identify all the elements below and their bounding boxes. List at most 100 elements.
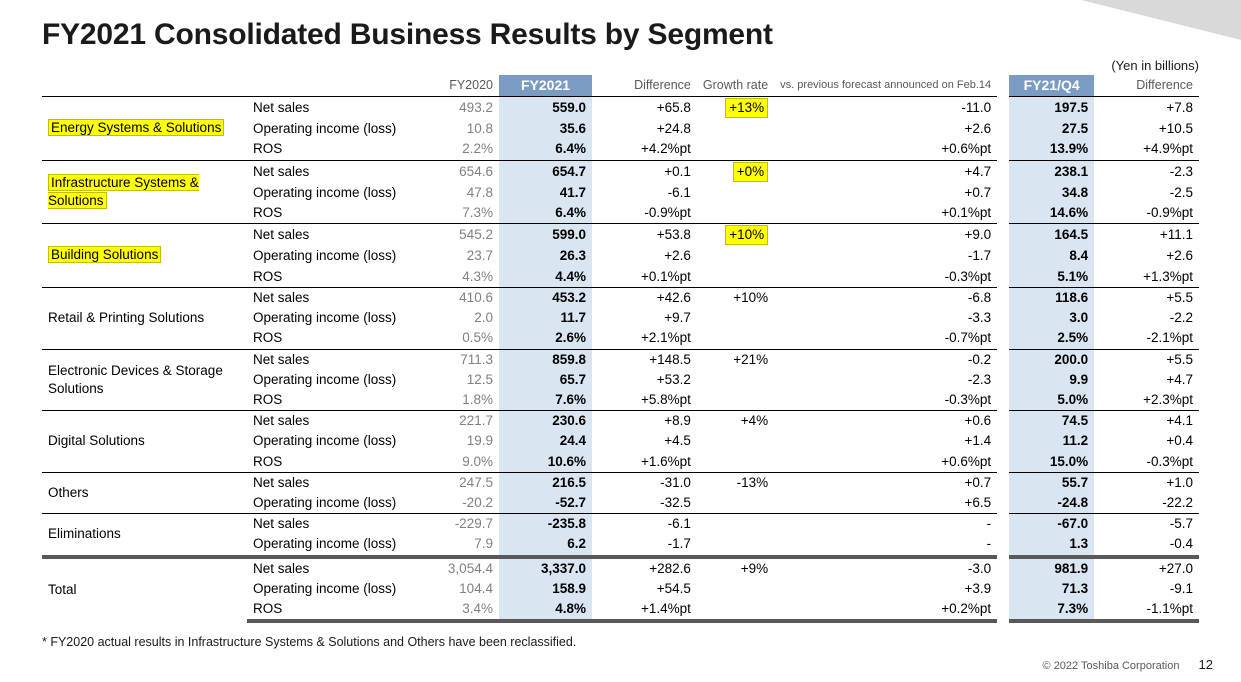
diff-val: +2.1%pt (592, 328, 697, 349)
fy20-val: 493.2 (412, 96, 499, 119)
q4-diff-val: +27.0 (1094, 557, 1199, 579)
diff-val: -1.7 (592, 534, 697, 556)
fy21-val: 216.5 (499, 472, 592, 493)
fy20-val: 545.2 (412, 224, 499, 247)
q4-val: 34.8 (1009, 183, 1094, 203)
fy20-val: 247.5 (412, 472, 499, 493)
diff-val: +4.5 (592, 431, 697, 451)
table-row: Digital SolutionsNet sales221.7230.6+8.9… (42, 411, 1199, 432)
vs-prev-val: +0.2%pt (774, 599, 997, 621)
vs-prev-val: +9.0 (774, 224, 997, 247)
fy21-val: 599.0 (499, 224, 592, 247)
fy21-val: 559.0 (499, 96, 592, 119)
fy20-val: 221.7 (412, 411, 499, 432)
fy21-val: 6.2 (499, 534, 592, 556)
q4-diff-val: +4.9%pt (1094, 139, 1199, 160)
q4-diff-val: -2.2 (1094, 308, 1199, 328)
metric-label: ROS (247, 328, 412, 349)
growth-val (697, 267, 774, 288)
decorative-corner (1081, 0, 1241, 40)
diff-val: +5.8%pt (592, 390, 697, 411)
vs-prev-val: +0.7 (774, 183, 997, 203)
fy21-val: 26.3 (499, 246, 592, 266)
fy21-val: 453.2 (499, 287, 592, 308)
q4-val: 118.6 (1009, 287, 1094, 308)
diff-val: +8.9 (592, 411, 697, 432)
vs-prev-val: -3.3 (774, 308, 997, 328)
vs-prev-val: -0.3%pt (774, 267, 997, 288)
growth-val (697, 203, 774, 224)
diff-val: -32.5 (592, 493, 697, 514)
slide-content: FY2021 Consolidated Business Results by … (0, 0, 1241, 657)
diff-val: +4.2%pt (592, 139, 697, 160)
diff-val: -0.9%pt (592, 203, 697, 224)
q4-diff-val: +1.0 (1094, 472, 1199, 493)
metric-label: Operating income (loss) (247, 493, 412, 514)
footnote: * FY2020 actual results in Infrastructur… (42, 635, 1199, 649)
metric-label: Operating income (loss) (247, 119, 412, 139)
growth-val (697, 599, 774, 621)
metric-label: Net sales (247, 224, 412, 247)
segment-name: Building Solutions (42, 224, 247, 288)
segment-name: Retail & Printing Solutions (42, 287, 247, 349)
diff-val: +1.6%pt (592, 452, 697, 473)
page-number: 12 (1199, 657, 1213, 672)
fy20-val: 4.3% (412, 267, 499, 288)
hdr-fy2021: FY2021 (499, 75, 592, 96)
fy20-val: 3,054.4 (412, 557, 499, 579)
fy20-val: 1.8% (412, 390, 499, 411)
q4-val: 3.0 (1009, 308, 1094, 328)
segment-name: Others (42, 472, 247, 513)
vs-prev-val: +2.6 (774, 119, 997, 139)
fy20-val: 19.9 (412, 431, 499, 451)
q4-diff-val: +4.1 (1094, 411, 1199, 432)
growth-val (697, 183, 774, 203)
vs-prev-val: +6.5 (774, 493, 997, 514)
q4-diff-val: -2.1%pt (1094, 328, 1199, 349)
hdr-q4-diff: Difference (1094, 75, 1199, 96)
hdr-growth: Growth rate (697, 75, 774, 96)
hdr-vs-prev: vs. previous forecast announced on Feb.1… (774, 75, 997, 96)
fy20-val: 47.8 (412, 183, 499, 203)
growth-val: -13% (697, 472, 774, 493)
vs-prev-val: +0.6%pt (774, 139, 997, 160)
segment-name: Infrastructure Systems & Solutions (42, 160, 247, 224)
table-row: EliminationsNet sales-229.7-235.8-6.1--6… (42, 514, 1199, 535)
fy20-val: 12.5 (412, 370, 499, 390)
hdr-diff: Difference (592, 75, 697, 96)
table-row: Building SolutionsNet sales545.2599.0+53… (42, 224, 1199, 247)
fy20-val: 410.6 (412, 287, 499, 308)
diff-val: +42.6 (592, 287, 697, 308)
q4-val: 13.9% (1009, 139, 1094, 160)
segment-name: Electronic Devices & Storage Solutions (42, 349, 247, 411)
metric-label: Net sales (247, 349, 412, 370)
q4-diff-val: -0.9%pt (1094, 203, 1199, 224)
table-row: OthersNet sales247.5216.5-31.0-13%+0.755… (42, 472, 1199, 493)
growth-val: +9% (697, 557, 774, 579)
metric-label: ROS (247, 390, 412, 411)
table-row: Electronic Devices & Storage SolutionsNe… (42, 349, 1199, 370)
metric-label: ROS (247, 267, 412, 288)
metric-label: ROS (247, 203, 412, 224)
q4-val: 14.6% (1009, 203, 1094, 224)
vs-prev-val: +1.4 (774, 431, 997, 451)
diff-val: +1.4%pt (592, 599, 697, 621)
q4-val: 5.1% (1009, 267, 1094, 288)
q4-val: -67.0 (1009, 514, 1094, 535)
vs-prev-val: -0.7%pt (774, 328, 997, 349)
q4-val: 200.0 (1009, 349, 1094, 370)
page-title: FY2021 Consolidated Business Results by … (42, 18, 1199, 52)
metric-label: Operating income (loss) (247, 246, 412, 266)
metric-label: ROS (247, 599, 412, 621)
q4-diff-val: -22.2 (1094, 493, 1199, 514)
growth-val (697, 246, 774, 266)
q4-val: 238.1 (1009, 160, 1094, 183)
vs-prev-val: -6.8 (774, 287, 997, 308)
fy20-val: 9.0% (412, 452, 499, 473)
metric-label: Net sales (247, 514, 412, 535)
fy21-val: -235.8 (499, 514, 592, 535)
fy21-val: 3,337.0 (499, 557, 592, 579)
metric-label: Operating income (loss) (247, 370, 412, 390)
fy21-val: 2.6% (499, 328, 592, 349)
vs-prev-val: -0.2 (774, 349, 997, 370)
